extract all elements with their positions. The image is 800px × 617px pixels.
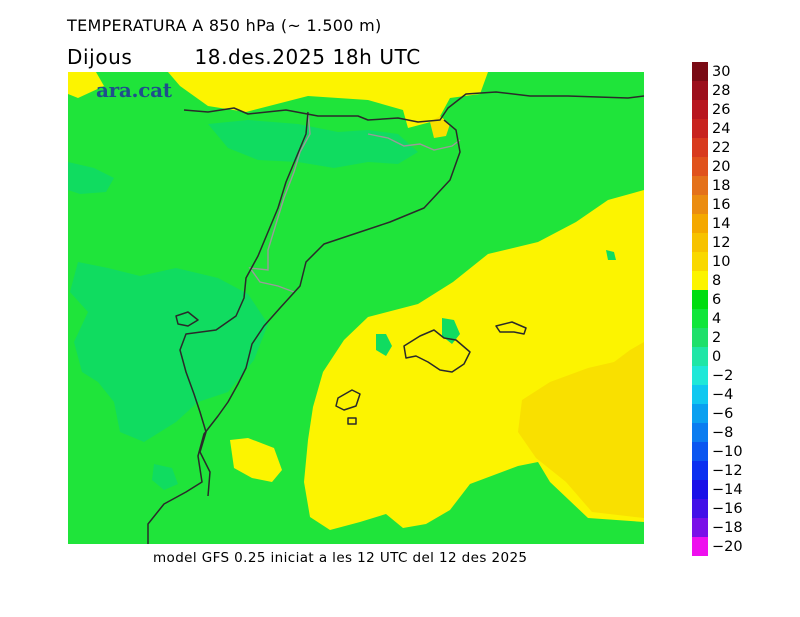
legend-label: 22 xyxy=(712,139,731,156)
legend-label: 8 xyxy=(712,272,722,289)
legend-label: 18 xyxy=(712,177,731,194)
cool-band-2-4-west xyxy=(68,162,114,194)
model-caption: model GFS 0.25 iniciat a les 12 UTC del … xyxy=(153,550,528,566)
legend-label: 28 xyxy=(712,82,731,99)
legend-label: −12 xyxy=(712,462,743,479)
temperature-legend: 30 28 26 24 22 20 18 16 14 12 10 8 6 4 2 0 −2 −4 −6 −8 −10 −1… xyxy=(692,62,782,556)
legend-swatch xyxy=(692,214,708,234)
legend-swatch xyxy=(692,347,708,367)
legend-swatch xyxy=(692,252,708,272)
warm-band-8-10 xyxy=(518,342,644,518)
temperature-map xyxy=(68,72,644,544)
map-title: TEMPERATURA A 850 hPa (~ 1.500 m) xyxy=(67,16,382,35)
legend-swatch xyxy=(692,119,708,139)
legend-label: 30 xyxy=(712,63,731,80)
legend-label: 20 xyxy=(712,158,731,175)
legend-swatch xyxy=(692,157,708,177)
cool-patch-sw xyxy=(152,464,178,490)
legend-color-scale xyxy=(692,62,708,556)
legend-swatch xyxy=(692,138,708,158)
coastlines xyxy=(147,91,644,544)
legend-swatch xyxy=(692,480,708,500)
legend-swatch xyxy=(692,404,708,424)
legend-label: 14 xyxy=(712,215,731,232)
legend-label: −10 xyxy=(712,443,743,460)
legend-label: 16 xyxy=(712,196,731,213)
legend-label: −2 xyxy=(712,367,734,384)
legend-swatch xyxy=(692,290,708,310)
legend-swatch xyxy=(692,271,708,291)
legend-label: −6 xyxy=(712,405,734,422)
legend-label: 10 xyxy=(712,253,731,270)
political-borders xyxy=(248,111,461,293)
legend-label: −16 xyxy=(712,500,743,517)
legend-swatch xyxy=(692,176,708,196)
legend-label: 12 xyxy=(712,234,731,251)
legend-label: 0 xyxy=(712,348,722,365)
forecast-date: Dijous 18.des.2025 18h UTC xyxy=(67,45,421,69)
legend-label: 26 xyxy=(712,101,731,118)
legend-label: 24 xyxy=(712,120,731,137)
legend-swatch xyxy=(692,442,708,462)
legend-swatch xyxy=(692,385,708,405)
legend-swatch xyxy=(692,100,708,120)
legend-label: −20 xyxy=(712,538,743,555)
warm-band-top-left xyxy=(68,72,104,98)
legend-label: −14 xyxy=(712,481,743,498)
legend-swatch xyxy=(692,499,708,519)
legend-swatch xyxy=(692,366,708,386)
legend-swatch xyxy=(692,423,708,443)
cool-band-2-4-north xyxy=(208,120,418,168)
cool-band-2-4-interior xyxy=(70,262,268,442)
legend-swatch xyxy=(692,461,708,481)
forecast-datetime: 18.des.2025 18h UTC xyxy=(194,45,421,69)
legend-label: 4 xyxy=(712,310,722,327)
warm-band-top xyxy=(168,72,488,128)
legend-swatch xyxy=(692,233,708,253)
legend-swatch xyxy=(692,309,708,329)
warm-patch-coast xyxy=(230,438,282,482)
legend-label: −4 xyxy=(712,386,734,403)
brand-logo: ara.cat xyxy=(96,78,172,102)
legend-swatch xyxy=(692,518,708,538)
legend-label: 2 xyxy=(712,329,722,346)
legend-label: 6 xyxy=(712,291,722,308)
legend-swatch xyxy=(692,81,708,101)
legend-swatch xyxy=(692,537,708,556)
legend-swatch xyxy=(692,195,708,215)
legend-label: −18 xyxy=(712,519,743,536)
legend-swatch xyxy=(692,328,708,348)
legend-swatch xyxy=(692,62,708,82)
legend-label: −8 xyxy=(712,424,734,441)
forecast-weekday: Dijous xyxy=(67,45,133,69)
